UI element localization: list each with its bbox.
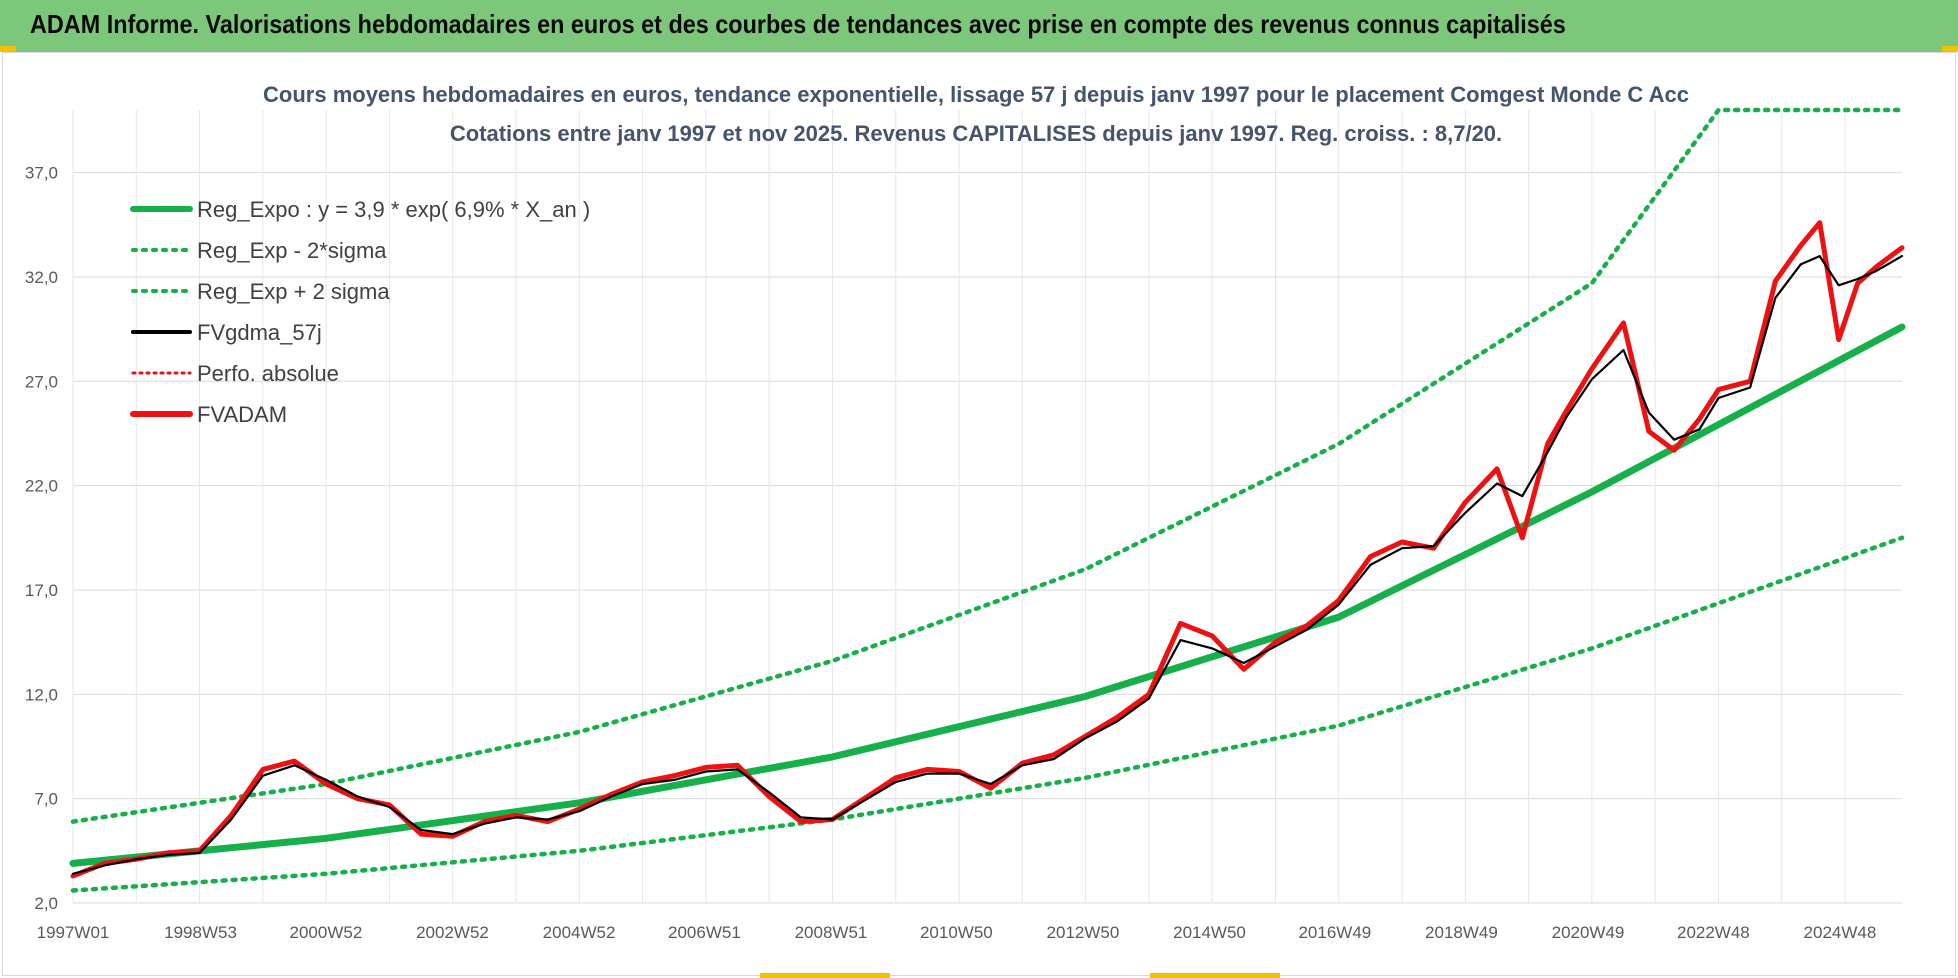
header-banner: ADAM Informe. Valorisations hebdomadaire… <box>0 0 1958 52</box>
corner-mark-right <box>1942 46 1958 52</box>
series-line-5 <box>70 220 1905 879</box>
x-tick-label: 1998W53 <box>164 923 237 942</box>
legend: Reg_Expo : y = 3,9 * exp( 6,9% * X_an ) R… <box>130 197 590 427</box>
series-line-3 <box>71 255 1904 875</box>
chart-subtitle: Cotations entre janv 1997 et nov 2025. R… <box>450 121 1502 146</box>
x-tick-label: 1997W01 <box>37 923 110 942</box>
x-tick-label: 2014W50 <box>1173 923 1246 942</box>
chart-panel <box>2 52 1956 976</box>
x-axis-ticks: 1997W01 1998W53 2000W52 2002W52 2004W52 2006W… <box>37 923 1877 942</box>
y-tick-label: 32,0 <box>25 268 58 287</box>
page-title: ADAM Informe. Valorisations hebdomadaire… <box>30 9 1566 39</box>
x-tick-label: 2012W50 <box>1047 923 1120 942</box>
corner-mark-left <box>0 46 16 52</box>
x-tick-label: 2010W50 <box>920 923 993 942</box>
y-tick-label: 2,0 <box>34 894 58 913</box>
x-tick-label: 2002W52 <box>416 923 489 942</box>
y-tick-label: 12,0 <box>25 685 58 704</box>
legend-label: FVgdma_57j <box>197 320 322 345</box>
series-line-4 <box>72 221 1903 877</box>
series-line-1 <box>70 535 1905 893</box>
x-tick-label: 2000W52 <box>290 923 363 942</box>
legend-label: Reg_Expo : y = 3,9 * exp( 6,9% * X_an ) <box>197 197 590 222</box>
y-axis-ticks: 2,0 7,0 12,0 17,0 22,0 27,0 32,0 37,0 <box>25 164 58 913</box>
legend-label: FVADAM <box>197 402 287 427</box>
series-line-0 <box>69 323 1906 867</box>
y-tick-label: 37,0 <box>25 164 58 183</box>
bottom-mark-2 <box>1150 973 1280 978</box>
series-lines <box>69 107 1906 893</box>
series-line-2 <box>70 107 1905 824</box>
x-tick-label: 2024W48 <box>1804 923 1877 942</box>
x-tick-label: 2016W49 <box>1298 923 1371 942</box>
legend-label: Reg_Exp + 2 sigma <box>197 279 390 304</box>
bottom-mark-1 <box>760 973 890 978</box>
y-tick-label: 27,0 <box>25 372 58 391</box>
x-tick-label: 2020W49 <box>1552 923 1625 942</box>
y-tick-label: 22,0 <box>25 477 58 496</box>
y-tick-label: 17,0 <box>25 581 58 600</box>
legend-label: Perfo. absolue <box>197 361 339 386</box>
chart-title: Cours moyens hebdomadaires en euros, ten… <box>263 82 1689 107</box>
x-tick-label: 2008W51 <box>795 923 868 942</box>
x-tick-label: 2006W51 <box>668 923 741 942</box>
x-tick-label: 2022W48 <box>1677 923 1750 942</box>
legend-label: Reg_Exp - 2*sigma <box>197 238 387 263</box>
x-tick-label: 2004W52 <box>543 923 616 942</box>
y-tick-label: 7,0 <box>34 790 58 809</box>
x-tick-label: 2018W49 <box>1425 923 1498 942</box>
